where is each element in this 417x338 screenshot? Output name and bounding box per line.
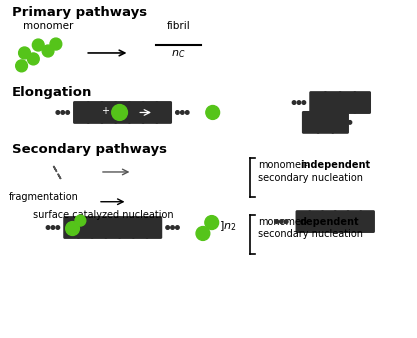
FancyBboxPatch shape — [63, 216, 80, 239]
FancyBboxPatch shape — [156, 101, 172, 124]
Circle shape — [28, 53, 39, 65]
Circle shape — [42, 45, 54, 57]
FancyBboxPatch shape — [324, 91, 342, 114]
Circle shape — [206, 105, 220, 119]
FancyBboxPatch shape — [359, 210, 375, 233]
Circle shape — [61, 111, 65, 114]
Text: independent: independent — [300, 160, 370, 170]
Circle shape — [338, 121, 342, 124]
Circle shape — [348, 121, 352, 124]
Circle shape — [16, 60, 28, 72]
Text: monomer: monomer — [23, 21, 73, 31]
Circle shape — [284, 220, 288, 223]
Circle shape — [112, 104, 128, 120]
FancyBboxPatch shape — [146, 216, 162, 239]
Circle shape — [56, 111, 60, 114]
FancyBboxPatch shape — [317, 111, 334, 134]
Text: monomer-: monomer- — [258, 217, 308, 226]
FancyBboxPatch shape — [296, 210, 311, 233]
FancyBboxPatch shape — [87, 101, 103, 124]
Text: Secondary pathways: Secondary pathways — [12, 143, 167, 156]
FancyBboxPatch shape — [90, 216, 107, 239]
FancyBboxPatch shape — [334, 210, 349, 233]
FancyBboxPatch shape — [77, 216, 94, 239]
Circle shape — [56, 226, 60, 229]
FancyBboxPatch shape — [104, 216, 121, 239]
FancyBboxPatch shape — [73, 101, 90, 124]
FancyBboxPatch shape — [347, 210, 362, 233]
Circle shape — [176, 226, 179, 229]
FancyBboxPatch shape — [339, 91, 356, 114]
Text: +: + — [101, 106, 109, 117]
Text: monomer-: monomer- — [258, 160, 308, 170]
FancyBboxPatch shape — [353, 91, 371, 114]
Text: secondary nucleation: secondary nucleation — [258, 173, 363, 183]
FancyBboxPatch shape — [142, 101, 158, 124]
Circle shape — [176, 111, 179, 114]
FancyBboxPatch shape — [302, 111, 319, 134]
Circle shape — [33, 39, 44, 51]
Circle shape — [66, 222, 79, 236]
Circle shape — [75, 215, 86, 226]
FancyBboxPatch shape — [321, 210, 337, 233]
FancyBboxPatch shape — [118, 216, 135, 239]
Circle shape — [50, 38, 62, 50]
Circle shape — [275, 220, 278, 223]
Circle shape — [297, 101, 301, 104]
FancyBboxPatch shape — [132, 216, 148, 239]
FancyBboxPatch shape — [100, 101, 117, 124]
Text: dependent: dependent — [300, 217, 359, 226]
Circle shape — [46, 226, 50, 229]
Circle shape — [186, 111, 189, 114]
FancyBboxPatch shape — [308, 210, 324, 233]
Text: Primary pathways: Primary pathways — [12, 6, 147, 19]
Circle shape — [302, 101, 306, 104]
FancyBboxPatch shape — [128, 101, 145, 124]
Text: fibril: fibril — [166, 21, 190, 31]
Text: secondary nucleation: secondary nucleation — [258, 230, 363, 239]
Circle shape — [181, 111, 184, 114]
Circle shape — [66, 111, 69, 114]
FancyBboxPatch shape — [332, 111, 349, 134]
Text: surface catalyzed nucleation: surface catalyzed nucleation — [33, 210, 173, 220]
FancyBboxPatch shape — [114, 101, 131, 124]
Text: Elongation: Elongation — [12, 86, 92, 99]
Circle shape — [279, 220, 283, 223]
Circle shape — [166, 226, 169, 229]
Circle shape — [205, 216, 219, 230]
Circle shape — [171, 226, 174, 229]
Text: ]$n_2$: ]$n_2$ — [219, 220, 236, 234]
Text: fragmentation: fragmentation — [9, 192, 79, 202]
FancyBboxPatch shape — [309, 91, 327, 114]
Circle shape — [196, 226, 210, 240]
Circle shape — [343, 121, 347, 124]
Circle shape — [51, 226, 55, 229]
Circle shape — [19, 47, 30, 59]
Circle shape — [292, 101, 296, 104]
Text: $n_C$: $n_C$ — [171, 48, 186, 60]
